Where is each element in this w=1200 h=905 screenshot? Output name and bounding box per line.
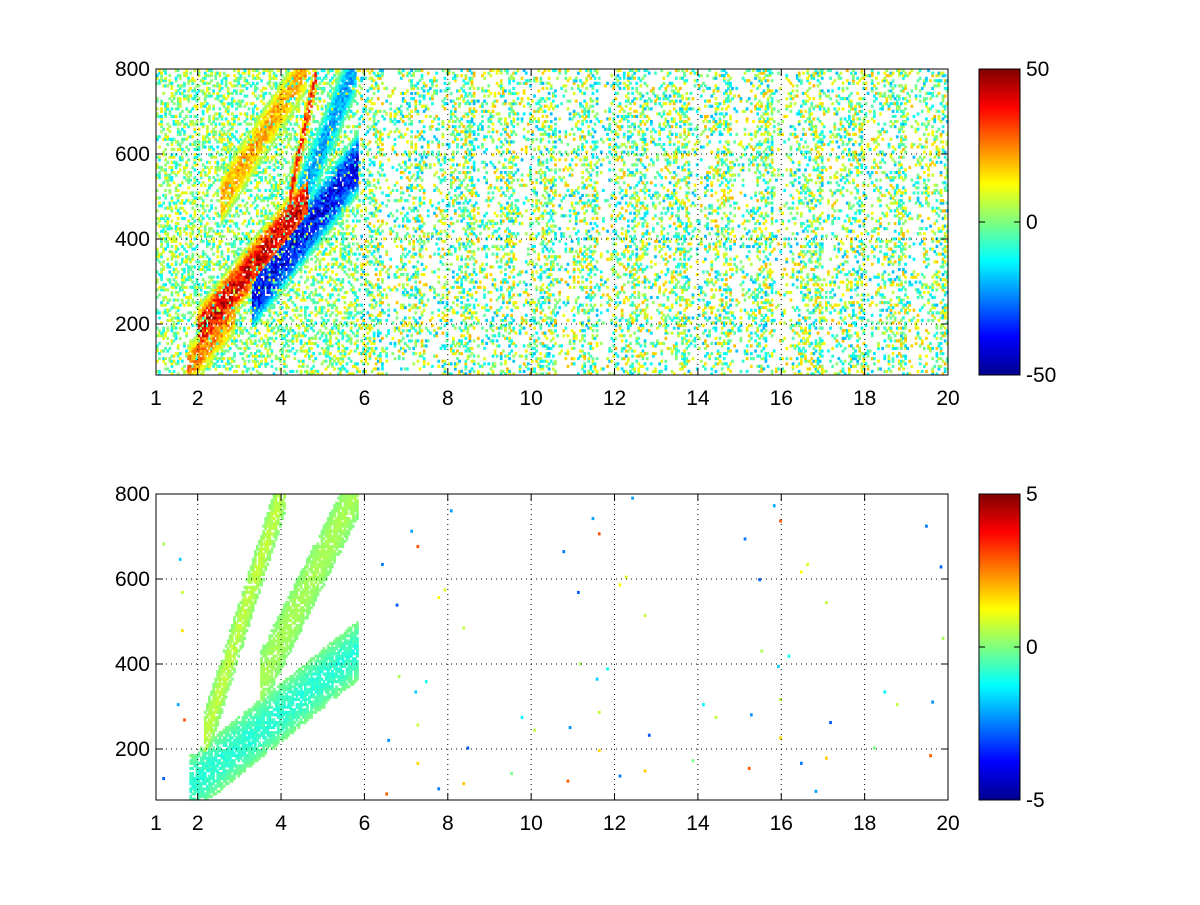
x-tick-label: 10 — [519, 812, 542, 835]
colorbar-tick-label: -50 — [1026, 364, 1056, 387]
x-tick-label: 18 — [853, 812, 876, 835]
heatmap-cells — [162, 494, 945, 801]
grid-lines — [156, 69, 948, 375]
x-tick-label: 18 — [853, 387, 876, 410]
colorbar-gradient — [979, 494, 1020, 800]
colorbar: 50 0 -50 — [978, 58, 1056, 387]
colorbar-tick-label: 50 — [1026, 58, 1049, 81]
colorbar-gradient — [979, 69, 1020, 375]
y-tick-label: 200 — [115, 313, 150, 336]
axes-frame — [155, 493, 949, 801]
axes-frame — [155, 68, 949, 376]
x-tick-label: 10 — [519, 387, 542, 410]
x-tick-label: 1 — [150, 387, 162, 410]
x-tick-label: 16 — [770, 387, 793, 410]
colorbar-tick-label: 0 — [1026, 636, 1038, 659]
y-tick-label: 400 — [115, 228, 150, 251]
x-tick-label: 4 — [275, 812, 287, 835]
y-tick-label: 600 — [115, 568, 150, 591]
colorbar-tick-label: 0 — [1026, 211, 1038, 234]
x-tick-label: 16 — [770, 812, 793, 835]
x-tick-label: 8 — [442, 387, 454, 410]
x-tick-label: 8 — [442, 812, 454, 835]
colorbar-tick-label: -5 — [1026, 789, 1045, 812]
y-tick-label: 600 — [115, 143, 150, 166]
x-tick-label: 20 — [936, 387, 959, 410]
heatmap-cells — [156, 69, 949, 376]
y-tick-label: 800 — [115, 58, 150, 81]
y-tick-label: 400 — [115, 653, 150, 676]
x-tick-label: 6 — [359, 387, 371, 410]
grid-lines — [156, 494, 948, 800]
x-tick-label: 2 — [192, 387, 204, 410]
x-tick-label: 2 — [192, 812, 204, 835]
colorbar: 5 0 -5 — [978, 483, 1045, 812]
x-tick-label: 14 — [686, 387, 710, 410]
y-tick-label: 800 — [115, 483, 150, 506]
x-tick-label: 4 — [275, 387, 287, 410]
x-tick-label: 12 — [603, 812, 626, 835]
x-tick-label: 12 — [603, 387, 626, 410]
x-tick-label: 14 — [686, 812, 710, 835]
x-tick-label: 20 — [936, 812, 959, 835]
x-tick-label: 1 — [150, 812, 162, 835]
y-tick-label: 200 — [115, 738, 150, 761]
x-tick-label: 6 — [359, 812, 371, 835]
colorbar-tick-label: 5 — [1026, 483, 1038, 506]
